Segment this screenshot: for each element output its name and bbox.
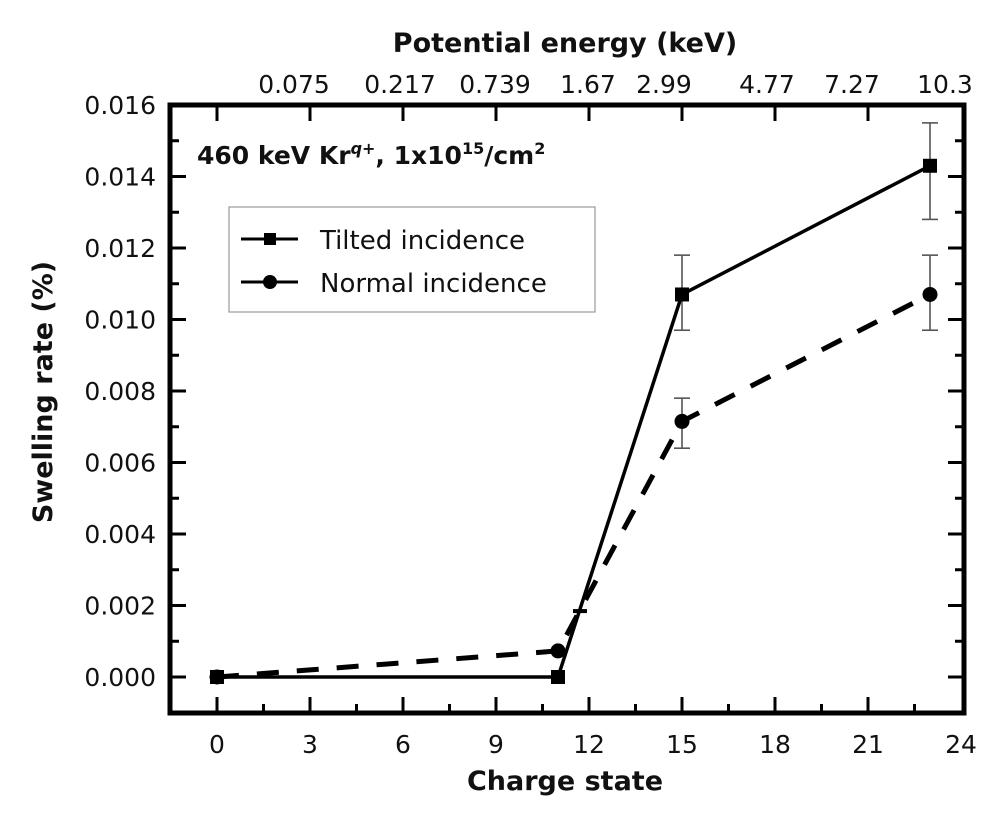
annotation-sup-charge: q+	[351, 139, 376, 158]
legend-marker-square	[264, 233, 276, 245]
legend-label-normal: Normal incidence	[320, 269, 547, 299]
x-tick-label: 12	[573, 730, 605, 759]
x-tick-label: 3	[302, 730, 318, 759]
legend-marker-circle	[263, 275, 277, 289]
annotation-unit: /cm	[484, 141, 534, 170]
y-tick-label: 0.012	[84, 234, 156, 263]
y-tick-label: 0.002	[84, 592, 156, 621]
x-axis-title: Charge state	[467, 766, 663, 797]
top-tick-label: 0.217	[364, 70, 436, 99]
data-point-circle	[209, 669, 225, 685]
plot-frame-border	[167, 102, 967, 716]
y-tick-label: 0.016	[84, 91, 156, 120]
top-tick-label: 1.67	[560, 70, 616, 99]
legend: Tilted incidence Normal incidence	[228, 206, 596, 313]
top-axis-title: Potential energy (keV)	[393, 28, 737, 59]
y-axis-title: Swelling rate (%)	[28, 261, 59, 523]
y-tick-label: 0.010	[84, 306, 156, 335]
annotation-text: 460 keV Krq+, 1x1015/cm2	[197, 139, 545, 170]
y-tick-label: 0.000	[84, 663, 156, 692]
top-tick-label: 2.99	[636, 70, 692, 99]
top-tick-label: 0.739	[459, 70, 531, 99]
data-point-circle	[550, 643, 566, 659]
annotation-sup-exp: 15	[462, 139, 484, 158]
y-tick-label: 0.004	[84, 520, 156, 549]
y-tick-label: 0.008	[84, 377, 156, 406]
top-tick-label: 7.27	[824, 70, 880, 99]
x-tick-label: 15	[666, 730, 698, 759]
x-tick-label: 24	[945, 730, 977, 759]
y-tick-label: 0.006	[84, 449, 156, 478]
top-tick-label: 10.3	[917, 70, 973, 99]
data-point-circle	[674, 413, 690, 429]
annotation-sup-area: 2	[534, 139, 545, 158]
data-point-circle	[922, 286, 938, 302]
y-tick-label: 0.014	[84, 163, 156, 192]
data-point-square	[675, 287, 689, 302]
plot-frame	[167, 102, 967, 716]
data-point-square	[551, 670, 565, 684]
tick-labels: 0 3 6 9 12 15 18 21 24 0.000 0.002 0.004 0.006 0.008 0…	[84, 70, 976, 759]
annotation-main: 460 keV Kr	[197, 141, 351, 170]
x-tick-label: 9	[488, 730, 504, 759]
series-line-tilted	[217, 164, 931, 679]
x-tick-label: 6	[395, 730, 411, 759]
data-point-square	[923, 158, 937, 173]
x-tick-label: 0	[209, 730, 225, 759]
x-tick-label: 21	[852, 730, 884, 759]
x-tick-label: 18	[759, 730, 791, 759]
series-line-normal	[216, 292, 932, 680]
legend-box	[228, 206, 596, 313]
axis-ticks	[170, 105, 964, 713]
data-series	[209, 122, 938, 685]
top-tick-label: 0.075	[258, 70, 330, 99]
top-tick-label: 4.77	[739, 70, 795, 99]
legend-label-tilted: Tilted incidence	[319, 226, 525, 256]
annotation-fluence: , 1x10	[375, 141, 462, 170]
